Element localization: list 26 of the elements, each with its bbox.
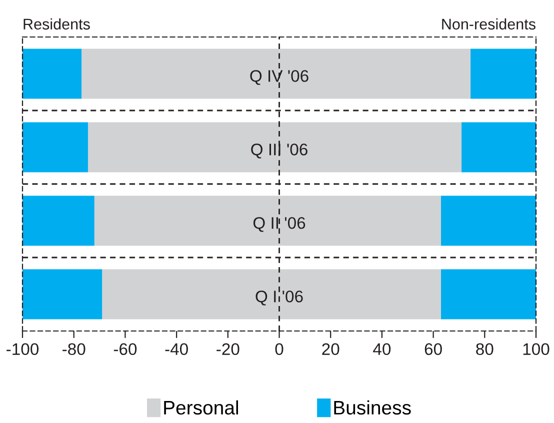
x-tick-label: -20 [216,343,240,356]
bar [441,269,536,320]
x-tick-label: 0 [275,343,284,356]
text: Non-residents [442,18,536,30]
text: Residents [24,18,90,30]
bar [22,269,102,320]
x-tick-label: 80 [476,343,494,356]
bar [470,48,536,99]
x-tick-label: 60 [424,343,442,356]
legend-label: Business [334,400,411,415]
x-tick-label: -100 [6,343,39,356]
x-tick-label: 100 [523,343,550,356]
y-tick-label: Q IV '06 [250,70,308,85]
x-tick-label: -60 [114,343,137,356]
y-tick-label: Q I '06 [256,290,303,306]
bar [22,196,94,246]
y-tick-label: Q II '06 [253,217,306,232]
x-tick-label: -80 [62,343,86,356]
legend-label: Personal [164,400,238,415]
bar [441,196,536,246]
x-tick-label: 20 [322,343,340,356]
x-tick-label: 40 [373,343,391,356]
bar [22,48,82,99]
bar [22,122,88,172]
bar [462,122,536,172]
x-tick-label: -40 [165,343,188,356]
